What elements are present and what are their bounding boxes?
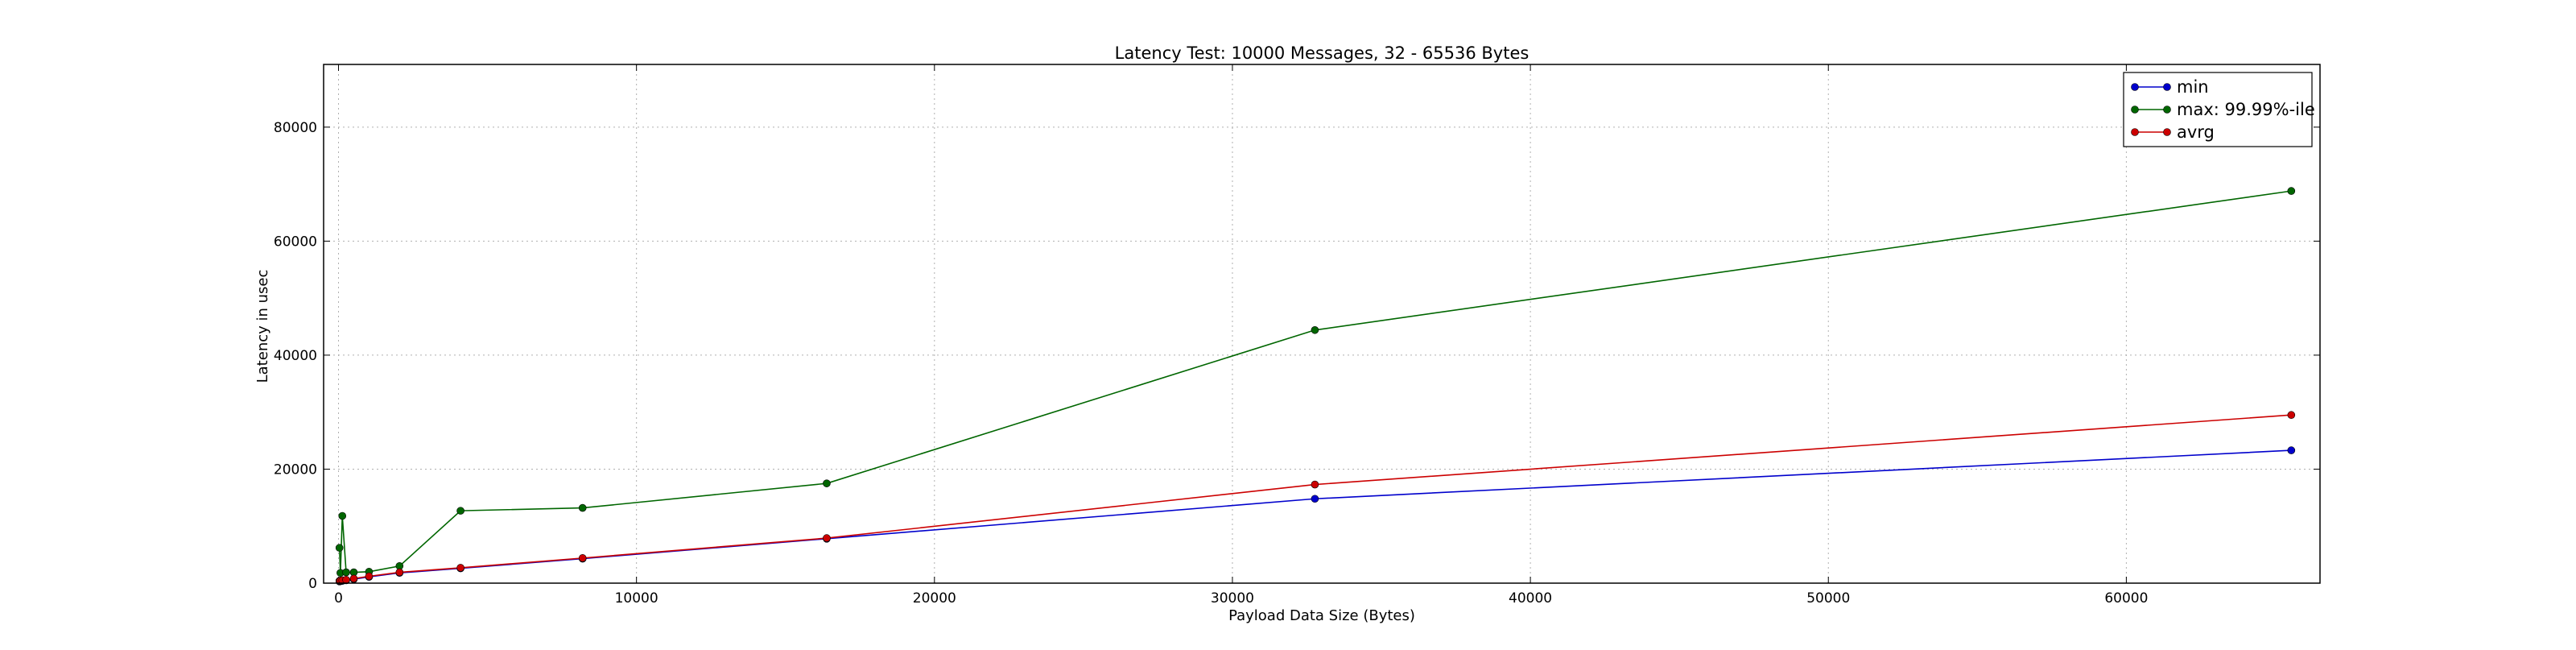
data-point-max-99-99-ile <box>1311 325 1319 334</box>
legend-marker <box>2163 106 2171 114</box>
data-point-avrg <box>395 568 404 577</box>
x-tick-label: 0 <box>334 590 343 607</box>
grid <box>324 64 2320 584</box>
data-point-min <box>2287 446 2296 454</box>
data-point-min <box>1311 495 1319 503</box>
legend-marker <box>2163 128 2171 136</box>
x-tick-label: 10000 <box>615 590 658 607</box>
y-tick-label: 60000 <box>274 234 317 250</box>
x-tick-label: 60000 <box>2104 590 2148 607</box>
data-point-avrg <box>456 564 464 572</box>
x-tick-label: 30000 <box>1211 590 1254 607</box>
legend-label: min <box>2177 77 2209 97</box>
data-point-avrg <box>823 534 831 542</box>
legend-item-avrg: avrg <box>2131 122 2215 142</box>
legend-marker <box>2131 83 2139 91</box>
series-max-99-99-ile <box>335 187 2296 578</box>
x-axis-title: Payload Data Size (Bytes) <box>1228 607 1415 624</box>
series <box>335 187 2296 586</box>
legend-marker <box>2131 106 2139 114</box>
data-point-max-99-99-ile <box>823 479 831 487</box>
y-tick-label: 80000 <box>274 120 317 136</box>
y-tick-label: 0 <box>308 576 317 592</box>
legend: min max: 99.99%-ile avrg <box>2123 72 2315 147</box>
plot-frame <box>323 64 2321 584</box>
y-axis-title: Latency in usec <box>254 270 271 383</box>
legend-marker <box>2163 83 2171 91</box>
x-tick-label: 50000 <box>1806 590 1850 607</box>
data-point-max-99-99-ile <box>338 511 347 520</box>
data-point-avrg <box>365 572 374 581</box>
data-point-max-99-99-ile <box>578 503 587 512</box>
data-point-avrg <box>349 574 358 583</box>
data-point-max-99-99-ile <box>2287 187 2296 195</box>
legend-item-min: min <box>2131 77 2209 97</box>
series-min <box>335 446 2296 586</box>
y-tick-label: 40000 <box>274 348 317 364</box>
legend-marker <box>2131 128 2139 136</box>
y-tick-label: 20000 <box>274 462 317 478</box>
data-point-avrg <box>2287 411 2296 420</box>
data-point-max-99-99-ile <box>335 544 344 552</box>
legend-label: avrg <box>2177 122 2215 142</box>
data-point-max-99-99-ile <box>456 507 464 515</box>
x-tick-label: 20000 <box>913 590 956 607</box>
ticks: 0 10000 20000 30000 40000 50000 60000 0 20000 400… <box>274 64 2320 607</box>
chart-title: Latency Test: 10000 Messages, 32 - 65536… <box>1115 43 1530 63</box>
series-avrg <box>335 411 2296 585</box>
series-line-min <box>339 449 2292 582</box>
series-line-max-99-99-ile <box>338 190 2292 573</box>
data-point-avrg <box>342 575 350 584</box>
legend-item-max-99-99-ile: max: 99.99%-ile <box>2131 100 2315 119</box>
x-tick-label: 40000 <box>1509 590 1552 607</box>
data-point-max-99-99-ile <box>342 568 350 577</box>
legend-label: max: 99.99%-ile <box>2177 100 2315 119</box>
data-point-avrg <box>1311 480 1319 489</box>
data-point-avrg <box>578 554 587 562</box>
